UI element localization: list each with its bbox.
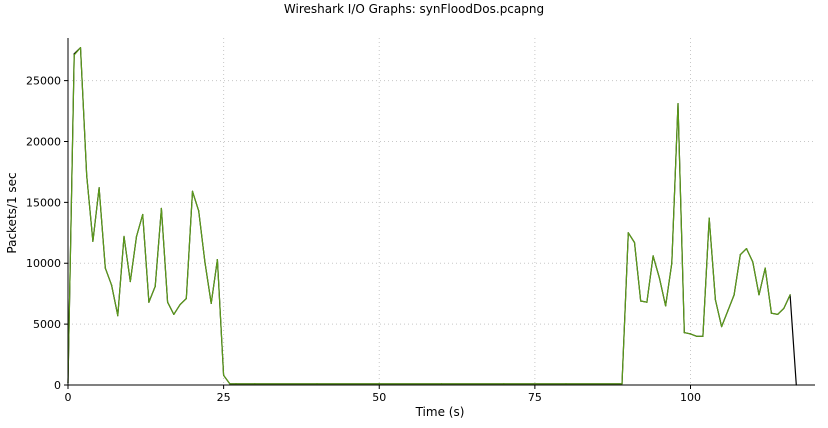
chart-title: Wireshark I/O Graphs: synFloodDos.pcapng [284, 2, 544, 16]
data-point [633, 241, 636, 244]
y-tick-label: 0 [54, 379, 61, 392]
y-tick-label: 25000 [26, 75, 61, 88]
y-axis-label: Packets/1 sec [5, 172, 19, 253]
data-point [652, 255, 654, 257]
data-point [683, 332, 685, 334]
x-tick-label: 75 [528, 391, 542, 404]
data-point [79, 47, 82, 49]
data-point [179, 304, 181, 306]
data-point [640, 300, 642, 302]
series-layer [67, 47, 797, 386]
data-point [154, 285, 156, 287]
data-point [235, 383, 237, 385]
data-point [440, 383, 443, 385]
data-point [129, 280, 131, 283]
data-point [254, 383, 256, 385]
data-point [665, 305, 667, 307]
y-tick-label: 5000 [33, 318, 61, 331]
data-point [627, 232, 629, 234]
data-point [770, 312, 773, 314]
x-tick-label: 25 [217, 391, 231, 404]
data-point [191, 190, 194, 193]
data-point [148, 301, 150, 303]
data-point [689, 333, 692, 335]
data-point [764, 267, 766, 269]
data-point [621, 383, 623, 385]
data-point [378, 383, 380, 385]
data-point [752, 261, 754, 263]
data-point [92, 240, 94, 242]
data-point [98, 187, 100, 189]
y-tick-label: 20000 [26, 135, 61, 148]
series-line-all-packets [67, 47, 797, 386]
series-line-syn-packets [67, 47, 791, 385]
data-point [117, 315, 119, 317]
data-point [160, 207, 162, 210]
data-point [503, 383, 505, 385]
data-point [708, 217, 710, 219]
data-point [727, 310, 729, 312]
data-point [173, 313, 175, 315]
data-point [198, 210, 200, 212]
data-point [110, 284, 113, 286]
data-point [733, 294, 735, 296]
axes: 0 25 50 75 100 0 5000 10000 15000 20000 25000 [26, 38, 815, 404]
data-point [758, 294, 760, 296]
data-point [671, 262, 673, 264]
data-point [721, 325, 723, 328]
data-point [185, 297, 187, 300]
data-point [739, 254, 741, 256]
data-point [646, 301, 648, 303]
x-tick-label: 50 [372, 391, 386, 404]
y-tick-label: 10000 [26, 257, 61, 270]
data-point [123, 235, 125, 238]
data-point [316, 383, 318, 385]
data-point [714, 299, 717, 301]
data-point [135, 235, 138, 238]
y-tick-label: 15000 [26, 196, 61, 209]
data-point [745, 248, 748, 250]
data-point [73, 54, 75, 56]
data-point [223, 374, 225, 376]
data-point [216, 258, 218, 261]
data-point [696, 335, 698, 337]
data-point [104, 267, 106, 269]
x-axis-label: Time (s) [415, 405, 465, 419]
data-point [204, 261, 206, 263]
data-point [86, 174, 88, 177]
data-point [167, 301, 169, 303]
data-point [789, 294, 791, 296]
data-point [777, 313, 779, 315]
data-point [677, 103, 679, 105]
data-point [658, 277, 660, 279]
data-point [565, 383, 567, 385]
data-point [142, 213, 144, 216]
data-point [229, 383, 231, 385]
data-point [783, 307, 785, 309]
x-tick-label: 100 [680, 391, 701, 404]
data-point [210, 302, 212, 305]
data-point [702, 335, 704, 337]
x-tick-label: 0 [65, 391, 72, 404]
